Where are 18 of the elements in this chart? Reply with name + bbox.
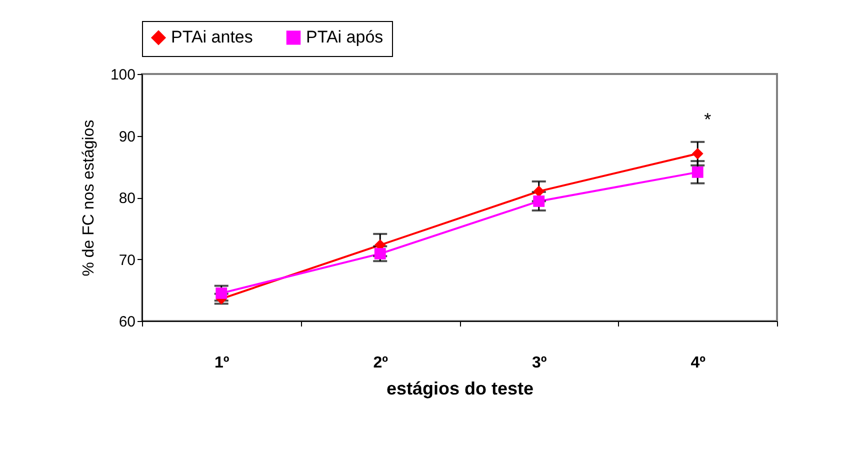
legend-label: PTAi após <box>306 28 384 47</box>
point <box>374 248 386 260</box>
y-axis-title: % de FC nos estágios <box>80 120 98 276</box>
legend-label: PTAi antes <box>171 28 253 47</box>
x-tick-label: 1º <box>214 354 230 372</box>
y-tick-label: 70 <box>118 252 136 269</box>
x-tick-label: 2º <box>373 354 388 372</box>
point <box>692 166 704 178</box>
annotation: * <box>704 110 712 130</box>
point <box>692 148 704 160</box>
y-tick-label: 100 <box>110 66 136 84</box>
x-tick-label: 4º <box>690 354 706 372</box>
x-tick-label: 3º <box>532 354 547 372</box>
y-tick-label: 80 <box>118 190 136 207</box>
y-tick-label: 90 <box>118 128 136 146</box>
point <box>533 196 545 207</box>
x-axis-title: estágios do teste <box>386 378 534 398</box>
y-tick-label: 60 <box>118 314 136 330</box>
